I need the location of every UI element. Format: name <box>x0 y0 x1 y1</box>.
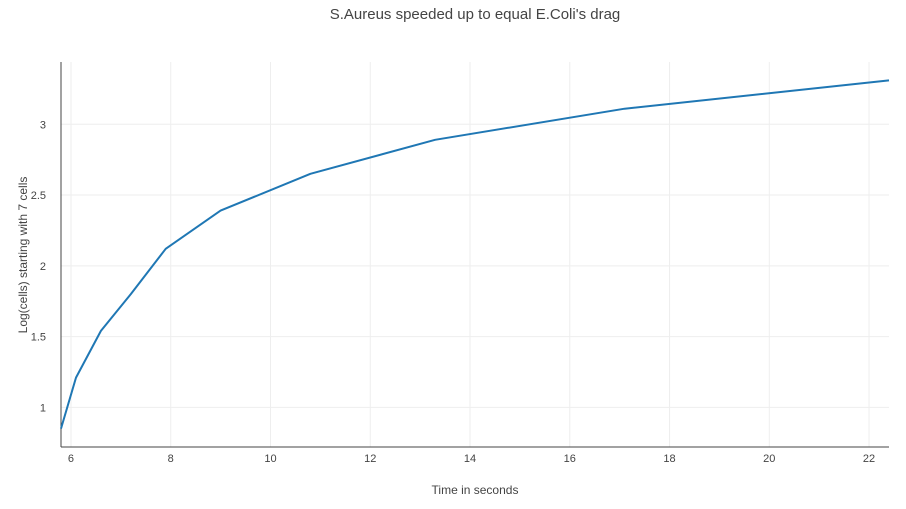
x-tick-label: 6 <box>68 453 74 465</box>
x-axis-label: Time in seconds <box>432 483 519 497</box>
x-tick-label: 16 <box>564 453 576 465</box>
series-layer <box>60 79 890 429</box>
y-tick-label: 1.5 <box>31 332 46 344</box>
x-tick-label: 10 <box>264 453 276 465</box>
y-tick-labels: 1 1.5 2 2.5 3 <box>31 119 46 414</box>
y-gridlines <box>61 123 889 408</box>
x-tick-label: 22 <box>863 453 875 465</box>
x-tick-labels: 6 8 10 12 14 16 18 20 22 <box>68 453 875 465</box>
y-axis-label: Log(cells) starting with 7 cells <box>16 177 30 334</box>
x-gridlines <box>70 62 870 447</box>
series-line <box>60 79 890 429</box>
y-tick-label: 3 <box>40 119 46 131</box>
x-tick-label: 8 <box>168 453 174 465</box>
chart-title: S.Aureus speeded up to equal E.Coli's dr… <box>330 6 621 23</box>
x-tick-label: 18 <box>663 453 675 465</box>
y-tick-label: 1 <box>40 402 46 414</box>
y-tick-label: 2.5 <box>31 190 46 202</box>
x-tick-label: 14 <box>464 453 476 465</box>
x-tick-label: 12 <box>364 453 376 465</box>
x-tick-label: 20 <box>763 453 775 465</box>
y-tick-label: 2 <box>40 261 46 273</box>
